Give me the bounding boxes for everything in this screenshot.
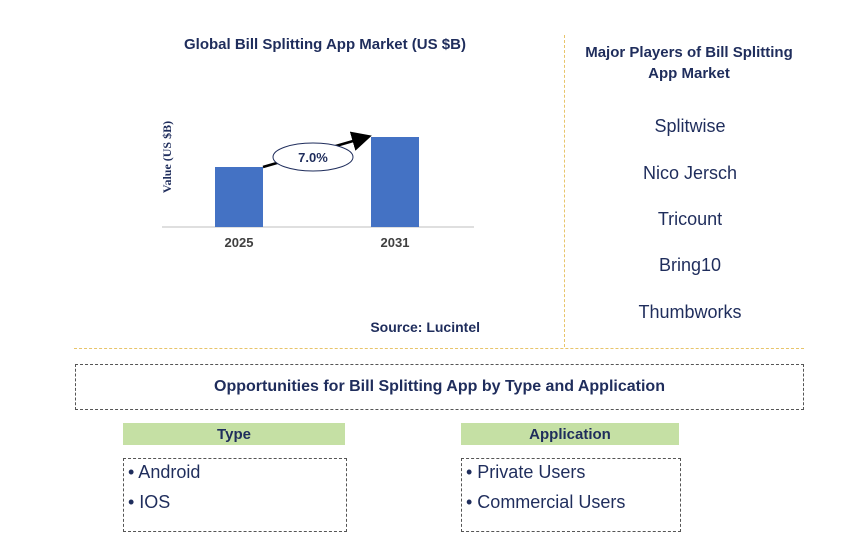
application-list: • Private Users • Commercial Users [461, 458, 681, 532]
x-tick-label: 2025 [225, 235, 254, 250]
chart-title: Global Bill Splitting App Market (US $B) [184, 36, 466, 53]
type-item: • IOS [128, 492, 171, 512]
horizontal-divider [74, 348, 804, 349]
player-item: Tricount [657, 209, 723, 229]
source-label: Source: Lucintel [370, 319, 480, 335]
opportunities-title: Opportunities for Bill Splitting App by … [75, 364, 804, 410]
bar-2031 [371, 137, 419, 227]
type-header: Type [123, 423, 345, 445]
application-header: Application [461, 423, 679, 445]
cagr-bubble [272, 142, 354, 172]
type-item: • Android [128, 462, 201, 482]
players-title: Major Players of Bill Splitting App Mark… [585, 44, 793, 82]
type-list: • Android • IOS [123, 458, 347, 532]
application-item: • Commercial Users [466, 492, 626, 512]
player-item: Splitwise [654, 116, 726, 136]
player-item: Nico Jersch [642, 163, 738, 183]
player-item: Thumbworks [638, 302, 742, 322]
application-item: • Private Users [466, 462, 586, 482]
cagr-label: 7.0% [298, 150, 328, 165]
x-tick-label: 2031 [381, 235, 410, 250]
player-item: Bring10 [658, 255, 722, 275]
bar-2025 [215, 167, 263, 227]
vertical-divider [564, 35, 565, 347]
